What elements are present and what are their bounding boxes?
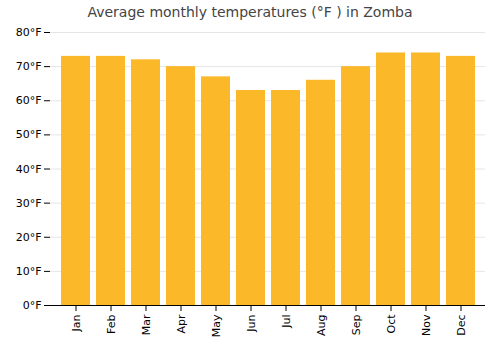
svg-text:20°F: 20°F (16, 231, 42, 244)
svg-text:Aug: Aug (315, 315, 328, 336)
svg-text:60°F: 60°F (16, 94, 42, 107)
svg-text:40°F: 40°F (16, 163, 42, 176)
svg-text:Nov: Nov (420, 314, 433, 336)
svg-text:Mar: Mar (140, 314, 153, 335)
svg-text:Apr: Apr (175, 314, 188, 334)
svg-text:Jul: Jul (280, 315, 293, 329)
svg-text:70°F: 70°F (16, 60, 42, 73)
svg-text:0°F: 0°F (23, 299, 42, 312)
svg-text:Jun: Jun (245, 314, 258, 332)
svg-text:50°F: 50°F (16, 128, 42, 141)
svg-text:80°F: 80°F (16, 26, 42, 39)
svg-text:30°F: 30°F (16, 197, 42, 210)
svg-text:10°F: 10°F (16, 265, 42, 278)
svg-text:May: May (210, 314, 223, 337)
svg-text:Jan: Jan (70, 314, 83, 332)
svg-text:Dec: Dec (455, 315, 468, 336)
html-text:Average monthly temperatures (: Average monthly temperatures (°F ) in Zo… (87, 4, 413, 20)
svg-text:Sep: Sep (350, 314, 363, 335)
svg-text:Oct: Oct (385, 314, 398, 334)
svg-text:Feb: Feb (105, 314, 118, 333)
